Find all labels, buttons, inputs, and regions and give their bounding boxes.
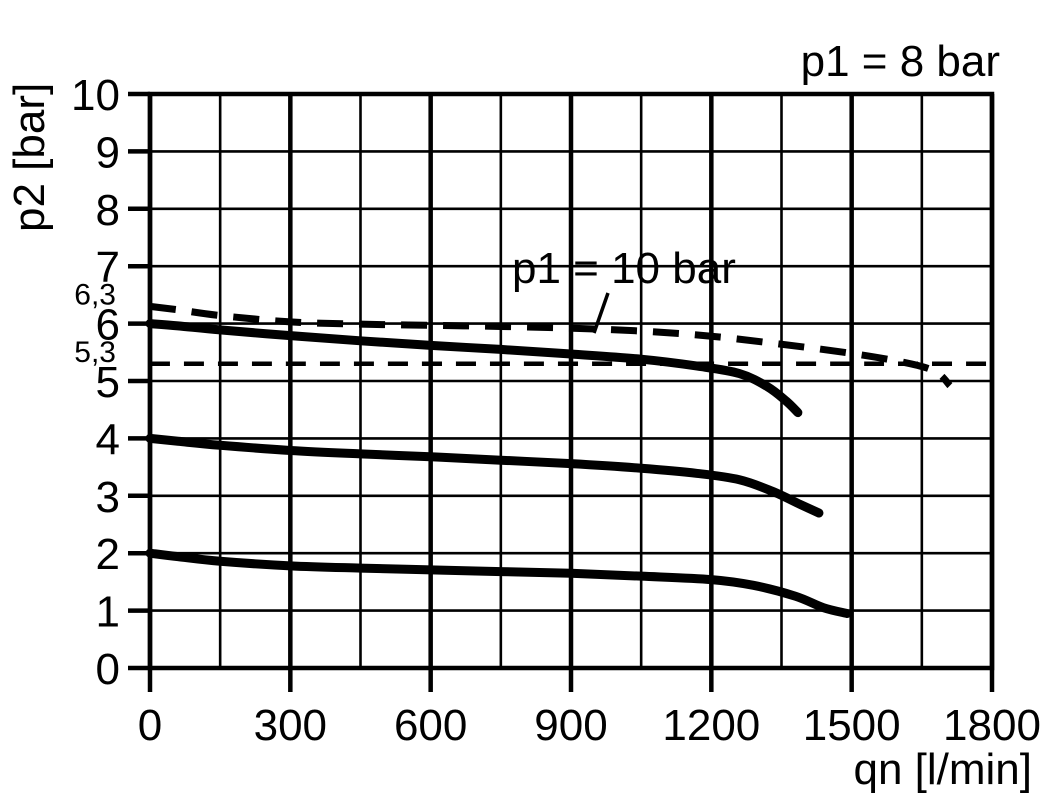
x-tick-label: 0 — [138, 701, 162, 750]
y-tick-label: 0 — [96, 645, 120, 694]
x-tick-label: 900 — [534, 701, 607, 750]
series-curve — [145, 319, 803, 418]
x-tick-label: 1800 — [943, 701, 1041, 750]
y-tick-label: 7 — [96, 243, 120, 292]
data-series-layer — [145, 302, 992, 618]
x-axis-title: qn [l/min] — [853, 745, 1032, 794]
annotation-p1-10bar: p1 = 10 bar — [512, 244, 736, 293]
y-tick-label: 3 — [96, 473, 120, 522]
y-tick-label: 5 — [96, 358, 120, 407]
y-tick-label: 4 — [96, 415, 120, 464]
series-curve — [145, 433, 824, 518]
y-axis-tick-labels: 0 1 2 3 4 5 6 7 8 9 10 — [71, 71, 120, 694]
x-axis-tick-labels: 0 300 600 900 1200 1500 1800 — [138, 701, 1041, 750]
y-tick-label: 6 — [96, 301, 120, 350]
axis-tick-marks — [128, 91, 995, 692]
extra-y-label: 5,3 — [74, 336, 116, 369]
x-tick-label: 300 — [254, 701, 327, 750]
y-tick-label: 10 — [71, 71, 120, 120]
y-tick-label: 1 — [96, 588, 120, 637]
chart-title-p1-8bar: p1 = 8 bar — [801, 37, 1000, 86]
x-tick-label: 1200 — [662, 701, 760, 750]
y-axis-title: p2 [bar] — [5, 83, 54, 232]
x-tick-label: 600 — [394, 701, 467, 750]
series-curve — [145, 548, 852, 618]
annotation-leader-line — [592, 292, 610, 334]
extra-y-label: 6,3 — [74, 278, 116, 311]
series-curve — [149, 302, 953, 389]
y-tick-label: 8 — [96, 186, 120, 235]
x-tick-label: 1500 — [803, 701, 901, 750]
extra-value-labels: 6,3 5,3 — [74, 278, 116, 368]
y-tick-label: 9 — [96, 128, 120, 177]
y-tick-label: 2 — [96, 530, 120, 579]
